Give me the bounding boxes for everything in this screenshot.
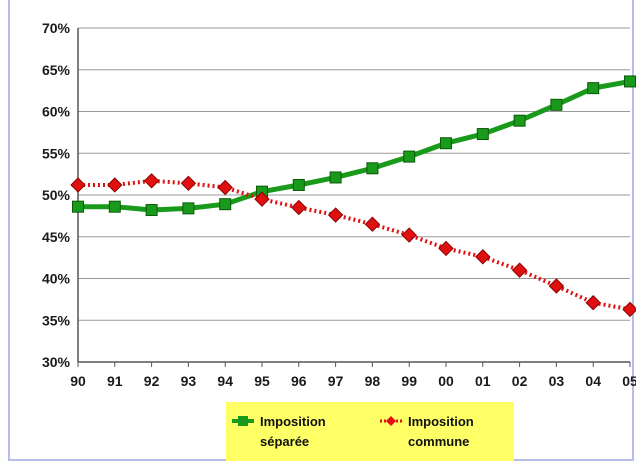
data-point — [217, 179, 233, 196]
data-point — [624, 75, 636, 88]
data-point — [550, 98, 563, 111]
data-point — [70, 177, 86, 193]
x-tick-label: 04 — [585, 373, 601, 389]
y-tick-label: 55% — [42, 145, 71, 161]
x-tick-label: 90 — [70, 373, 86, 389]
data-point — [587, 82, 600, 95]
axes — [77, 28, 631, 367]
data-point — [180, 175, 197, 192]
data-point — [143, 173, 160, 189]
y-tick-label: 65% — [42, 62, 71, 78]
series-layer — [70, 75, 636, 318]
data-point — [327, 207, 344, 223]
legend: Imposition séparée Imposition commune — [226, 402, 514, 461]
y-tick-label: 40% — [42, 271, 71, 287]
data-point — [622, 301, 636, 318]
data-point — [145, 204, 158, 217]
y-tick-label: 50% — [42, 187, 71, 203]
data-point — [292, 178, 305, 191]
x-axis-ticks: 90 91 92 93 94 95 96 97 98 99 00 01 02 03 04 05 — [70, 373, 636, 389]
legend-label: Imposition — [260, 414, 326, 429]
data-point — [438, 240, 454, 257]
x-tick-label: 03 — [549, 373, 565, 389]
data-point — [291, 199, 307, 216]
data-point — [585, 295, 601, 311]
data-point — [107, 177, 123, 193]
data-point — [72, 200, 84, 213]
data-point — [364, 216, 381, 232]
legend-label: Imposition — [408, 414, 474, 429]
x-tick-label: 02 — [512, 373, 528, 389]
data-point — [329, 171, 342, 184]
data-point — [401, 227, 417, 243]
data-point — [219, 198, 232, 211]
series-line — [78, 178, 631, 312]
legend-label: séparée — [260, 434, 309, 449]
legend-swatch-marker — [386, 416, 396, 426]
x-tick-label: 96 — [291, 373, 307, 389]
x-tick-label: 99 — [401, 373, 417, 389]
x-tick-label: 01 — [475, 373, 491, 389]
series-1 — [72, 75, 636, 217]
x-tick-label: 94 — [217, 373, 233, 389]
x-tick-label: 91 — [107, 373, 123, 389]
legend-entry: Imposition séparée — [232, 414, 326, 449]
y-tick-label: 60% — [42, 104, 71, 120]
grid-lines — [78, 27, 630, 363]
x-tick-label: 05 — [622, 373, 636, 389]
x-tick-label: 92 — [144, 373, 160, 389]
x-tick-label: 95 — [254, 373, 270, 389]
legend-entry: Imposition commune — [380, 414, 474, 449]
x-tick-label: 98 — [365, 373, 381, 389]
data-point — [475, 249, 491, 265]
data-point — [108, 200, 121, 213]
legend-box — [226, 402, 514, 461]
data-point — [511, 262, 528, 278]
y-tick-label: 70% — [42, 20, 71, 36]
legend-swatch-marker — [238, 416, 248, 426]
x-tick-label: 97 — [328, 373, 344, 389]
data-point — [366, 162, 379, 175]
y-tick-label: 30% — [42, 354, 71, 370]
chart-frame — [8, 0, 634, 461]
data-point — [548, 278, 565, 294]
series-2 — [70, 173, 636, 318]
legend-label: commune — [408, 434, 469, 449]
data-point — [513, 114, 526, 127]
x-tick-label: 93 — [181, 373, 197, 389]
y-tick-label: 45% — [42, 229, 71, 245]
data-point — [476, 128, 489, 141]
data-point — [403, 150, 416, 163]
y-tick-label: 35% — [42, 312, 71, 328]
data-point — [254, 191, 270, 207]
series-line — [78, 78, 631, 213]
data-point — [440, 137, 452, 150]
y-axis-ticks: 30% 35% 40% 45% 50% 55% 60% 65% 70% — [42, 20, 71, 370]
x-tick-label: 00 — [438, 373, 454, 389]
data-point — [182, 202, 195, 215]
